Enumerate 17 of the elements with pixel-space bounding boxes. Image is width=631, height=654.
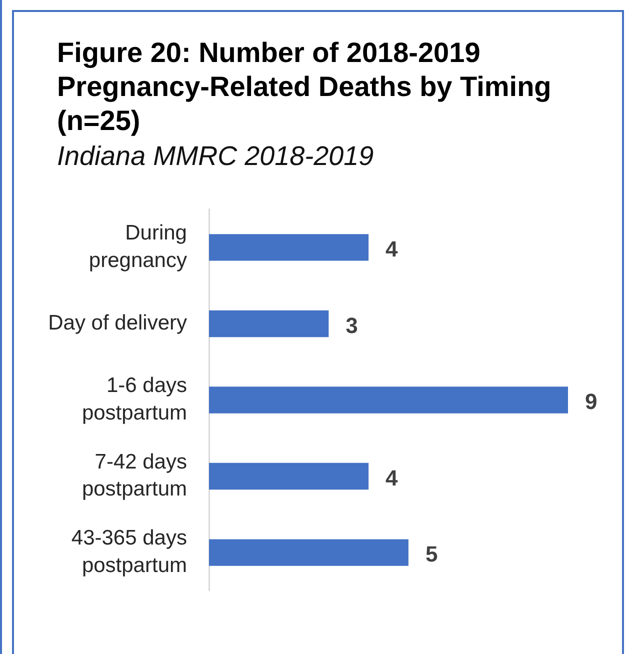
chart-subtitle: Indiana MMRC 2018-2019 [57,140,375,172]
data-label: 5 [425,542,438,567]
bar [209,386,568,414]
y-tick-label: Day of delivery [48,312,188,335]
y-tick-label: During pregnancy [88,222,188,272]
y-tick-label: 1-6 days postpartum [82,374,187,424]
bar [209,539,408,566]
chart-title: Figure 20: Number of 2018-2019 Pregnancy-Related Deaths by Timing (n=25) [57,36,552,138]
data-label: 4 [386,465,399,490]
bar [209,234,369,261]
data-label: 4 [386,236,399,262]
y-tick-label: 43-365 days postpartum [71,526,187,578]
bar [209,310,329,338]
data-label: 9 [585,389,598,414]
data-label: 3 [346,312,358,338]
bar [209,462,369,490]
y-tick-label: 7-42 days postpartum [82,450,187,501]
